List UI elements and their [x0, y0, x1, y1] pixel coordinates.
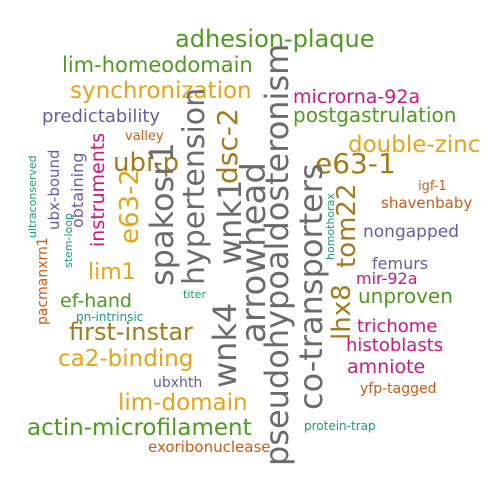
word-unproven: unproven	[358, 284, 453, 308]
word-synchronization: synchronization	[70, 78, 252, 104]
word-tom22: tom22	[332, 183, 362, 268]
word-first-instar: first-instar	[69, 318, 193, 346]
word-lim-domain: lim-domain	[118, 390, 248, 416]
word-amniote: amniote	[347, 356, 426, 378]
word-postgastrulation: postgastrulation	[293, 103, 457, 127]
word-lhx8: lhx8	[327, 284, 357, 340]
word-ca2-binding: ca2-binding	[58, 346, 194, 372]
word-double-zinc: double-zinc	[348, 132, 481, 158]
word-pn-intrinsic: pn-intrinsic	[76, 310, 144, 324]
word-predictability: predictability	[42, 106, 161, 127]
word-nongapped: nongapped	[363, 222, 459, 242]
word-e63-2: e63-2	[115, 168, 145, 244]
word-trichome: trichome	[357, 316, 438, 337]
word-shavenbaby: shavenbaby	[381, 194, 473, 212]
word-ultraconserved: ultraconserved	[26, 155, 39, 238]
word-yfp-tagged: yfp-tagged	[360, 381, 437, 397]
word-lim-homeodomain: lim-homeodomain	[62, 53, 253, 77]
word-pacmanxrn1: pacmanxrn1	[35, 237, 51, 325]
word-actin-microfilament: actin-microfilament	[27, 415, 252, 441]
word-e63-1: e63-1	[315, 147, 396, 180]
word-histoblasts: histoblasts	[346, 335, 444, 356]
word-igf-1: igf-1	[418, 179, 447, 194]
word-homothorax: homothorax	[324, 193, 337, 260]
word-adhesion-plaque: adhesion-plaque	[175, 25, 375, 53]
word-dsc-2: dsc-2	[211, 108, 244, 184]
word-obtaining: obtaining	[68, 152, 87, 228]
word-femurs: femurs	[372, 254, 429, 273]
word-mir-92a: mir-92a	[356, 269, 418, 288]
word-ef-hand: ef-hand	[60, 290, 132, 312]
word-ubxhth: ubxhth	[153, 375, 203, 391]
word-instruments: instruments	[87, 132, 109, 247]
word-spakosr1: spakosr1	[143, 142, 181, 286]
word-protein-trap: protein-trap	[304, 419, 376, 433]
word-co-transporters: co-transporters	[292, 163, 330, 410]
word-exoribonuclease: exoribonuclease	[148, 438, 271, 456]
word-microrna-92a: microrna-92a	[293, 86, 421, 108]
word-hypertension: hypertension	[177, 87, 212, 285]
word-lim1: lim1	[88, 260, 136, 285]
word-titer: titer	[183, 288, 206, 301]
word-ubx-bound: ubx-bound	[45, 149, 63, 230]
word-pseudohypoaldosteronism: pseudohypoaldosteronism	[258, 43, 296, 466]
word-valley: valley	[125, 129, 164, 144]
word-ubi-p: ubi-p	[113, 148, 180, 178]
